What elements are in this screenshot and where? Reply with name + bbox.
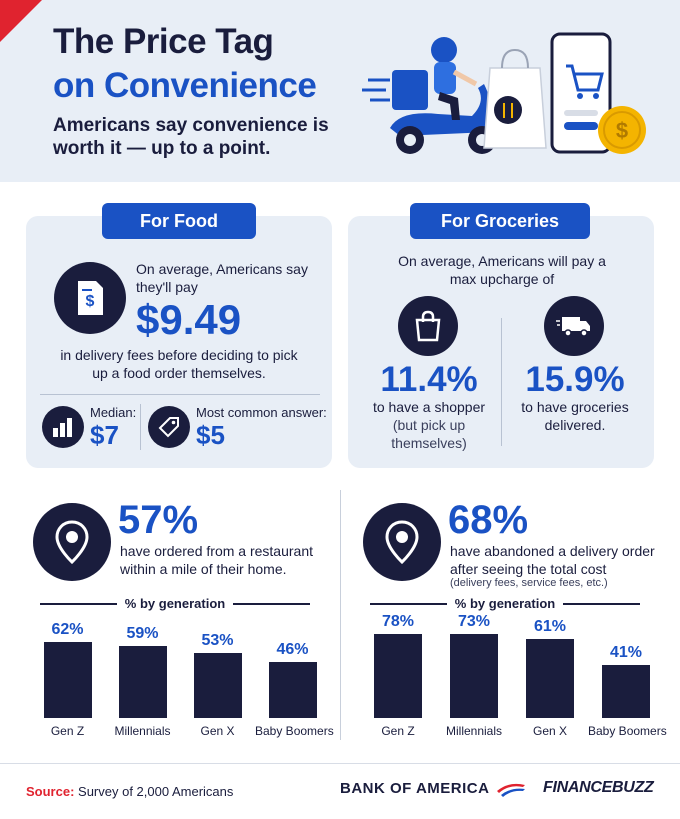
source-label: Source: — [26, 784, 75, 799]
section-divider — [340, 490, 341, 740]
shopping-bag-icon — [398, 296, 458, 356]
category-label: Baby Boomers — [255, 724, 334, 738]
svg-text:$: $ — [616, 118, 628, 143]
restaurant-stat-text: have ordered from a restaurant within a … — [120, 543, 313, 577]
restaurant-stat-value: 57% — [118, 498, 199, 542]
location-pin-icon — [363, 503, 441, 581]
groceries-vdivider — [501, 318, 502, 446]
abandon-stat-value: 68% — [448, 498, 529, 542]
receipt-icon: $ — [54, 262, 126, 334]
category-label: Millennials — [114, 724, 171, 738]
bar-value-label: 41% — [609, 643, 643, 661]
bank-of-america-wordmark: BANK OF AMERICA — [340, 780, 490, 797]
delivery-truck-icon — [544, 296, 604, 356]
page-title: The Price Tag — [53, 22, 274, 61]
common-label: Most common answer: — [196, 405, 327, 420]
bar-gen-z — [43, 642, 92, 718]
category-label: Gen Z — [50, 724, 85, 738]
bar-value-label: 62% — [51, 621, 84, 639]
right-generation-bar-chart: 78% Gen Z 73% Millennials 61% Gen X 41% Baby Bo… — [360, 612, 667, 740]
bar-chart-icon — [42, 406, 84, 448]
groceries-pill: For Groceries — [410, 203, 590, 239]
category-label: Gen X — [532, 724, 568, 738]
price-tag-icon — [148, 406, 190, 448]
delivery-scooter-illustration: $ — [362, 32, 646, 154]
category-label: Millennials — [445, 724, 503, 738]
bar-value-label: 78% — [381, 613, 415, 630]
bar-value-label: 53% — [201, 632, 234, 650]
bar-gen-x — [526, 638, 574, 718]
corner-accent — [0, 0, 42, 42]
delivered-text: to have groceries delivered. — [521, 399, 629, 433]
bar-baby-boomers — [602, 664, 650, 718]
groceries-intro: On average, Americans will pay a max upc… — [398, 253, 606, 287]
food-pill: For Food — [102, 203, 256, 239]
median-label: Median: — [90, 405, 137, 420]
category-label: Baby Boomers — [588, 724, 667, 738]
financebuzz-logo: FINANCEBUZZ — [543, 779, 654, 796]
food-divider — [40, 394, 320, 395]
footer-divider — [0, 763, 680, 764]
left-chart-title-label: % by generation — [124, 596, 226, 611]
right-chart-title: % by generation — [370, 596, 641, 611]
left-chart-title: % by generation — [40, 596, 311, 611]
bank-of-america-logo: BANK OF AMERICA — [340, 780, 527, 797]
bar-value-label: 46% — [276, 640, 309, 658]
source-text: Survey of 2,000 Americans — [78, 784, 234, 799]
food-outro: in delivery fees before deciding to pick… — [60, 347, 298, 381]
category-label: Gen Z — [381, 724, 415, 738]
bar-gen-z — [374, 634, 422, 718]
delivered-value: 15.9% — [525, 360, 625, 399]
bar-gen-x — [193, 653, 242, 718]
location-pin-icon — [33, 503, 111, 581]
right-chart-title-label: % by generation — [454, 596, 556, 611]
bar-value-label: 61% — [533, 617, 567, 635]
bar-value-label: 59% — [126, 624, 159, 642]
bar-millennials — [118, 645, 167, 718]
bar-baby-boomers — [268, 661, 317, 718]
flag-icon — [497, 783, 526, 797]
shopper-value: 11.4% — [380, 360, 478, 399]
header-banner: The Price Tag on Convenience Americans s… — [0, 0, 680, 182]
abandon-stat-text: have abandoned a delivery order after se… — [450, 543, 655, 577]
shopper-note: (but pick up themselves) — [391, 417, 467, 451]
abandon-stat-note: (delivery fees, service fees, etc.) — [450, 577, 608, 589]
bar-value-label: 73% — [457, 613, 491, 630]
food-intro: On average, Americans say they'll pay — [136, 261, 308, 295]
common-value: $5 — [196, 420, 225, 450]
median-value: $7 — [90, 420, 119, 450]
food-amount: $9.49 — [136, 296, 242, 343]
page-subtitle: Americans say convenience is worth it — … — [53, 115, 329, 159]
page-title-highlight: on Convenience — [53, 66, 317, 105]
shopper-text: to have a shopper — [372, 399, 486, 415]
category-label: Gen X — [200, 724, 235, 738]
svg-text:$: $ — [86, 293, 95, 310]
source-line: Source: Survey of 2,000 Americans — [26, 783, 233, 801]
left-generation-bar-chart: 62% Gen Z 59% Millennials 53% Gen X 46% Baby Bo… — [30, 620, 334, 740]
food-vdivider — [140, 404, 141, 450]
bar-millennials — [450, 634, 498, 718]
